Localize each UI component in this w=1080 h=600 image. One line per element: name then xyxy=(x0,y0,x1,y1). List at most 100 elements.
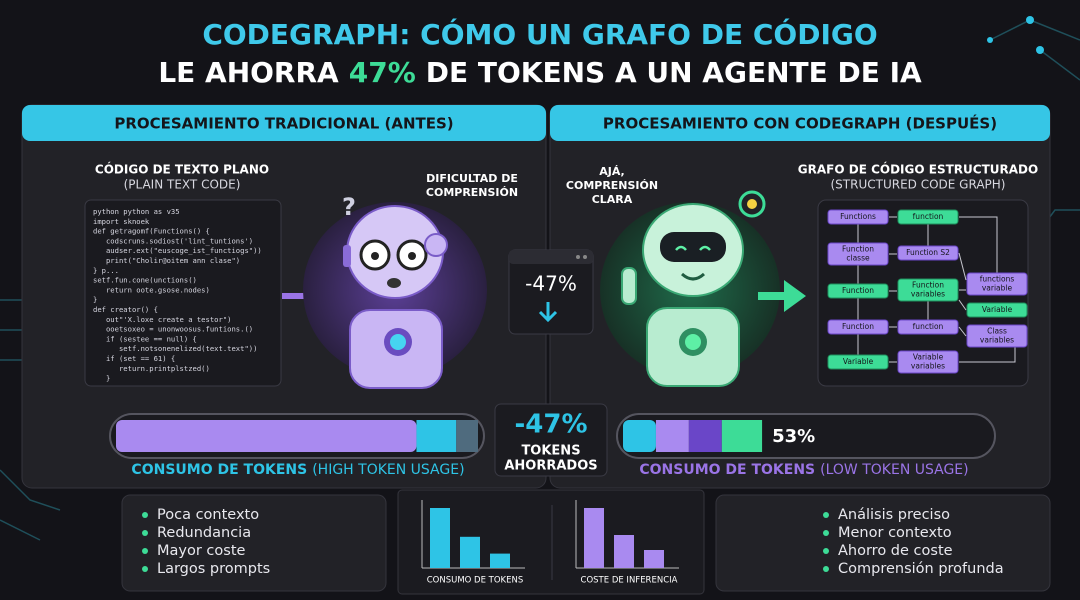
code-line: print("Cholir@oitem ann clase") xyxy=(93,256,240,265)
before-bullets-box xyxy=(121,494,387,592)
code-subtitle: (PLAIN TEXT CODE) xyxy=(124,178,241,192)
graph-node xyxy=(827,354,889,370)
title-line1: CODEGRAPH: CÓMO UN GRAFO DE CÓDIGO xyxy=(202,17,877,51)
bullet-text: Ahorro de coste xyxy=(838,543,953,559)
token-label: CONSUMO DE TOKENS xyxy=(639,462,815,478)
graph-node-label: Variable xyxy=(913,353,944,362)
bullet-text: Mayor coste xyxy=(157,543,246,559)
bullet-dot xyxy=(142,530,148,536)
thought-text: AJÁ, xyxy=(599,165,625,178)
code-line: } xyxy=(93,295,97,304)
after-bullets-box xyxy=(715,494,1051,592)
bullet-dot xyxy=(823,566,829,572)
before-header-bar xyxy=(22,105,546,141)
confused-robot xyxy=(343,205,448,389)
window-dot xyxy=(583,255,587,259)
graph-node-label: function xyxy=(913,212,944,221)
graph-node xyxy=(827,242,889,266)
graph-node xyxy=(827,319,889,335)
graph-node-label: variable xyxy=(982,284,1013,293)
graph-node-label: Function S2 xyxy=(906,248,950,257)
code-line: setf.notsonenelized(text.text")) xyxy=(93,344,257,353)
graph-node-label: Functions xyxy=(840,212,876,221)
code-line: out"'X.loxe create a testor") xyxy=(93,315,231,324)
after-token-label: CONSUMO DE TOKENS (LOW TOKEN USAGE) xyxy=(639,462,968,478)
graph-title: GRAFO DE CÓDIGO ESTRUCTURADO xyxy=(798,162,1038,177)
token-segment xyxy=(655,420,689,452)
happy-robot xyxy=(621,203,744,387)
code-line: setf.fun.cone(unctions() xyxy=(93,276,197,285)
bulb-icon xyxy=(747,199,757,209)
bullet-dot xyxy=(142,512,148,518)
reduction-text: -47% xyxy=(525,272,577,296)
token-segment xyxy=(416,420,457,452)
after-header-bar xyxy=(550,105,1050,141)
saved-label: TOKENS xyxy=(521,444,580,459)
window-bar xyxy=(509,250,593,264)
saved-label: AHORRADOS xyxy=(504,459,597,474)
code-line: if (set == 61) { xyxy=(93,354,175,363)
thought-text: CLARA xyxy=(592,193,633,206)
mini-bar xyxy=(614,535,634,568)
bullet-dot xyxy=(142,566,148,572)
code-line: } xyxy=(93,374,110,383)
graph-node xyxy=(966,324,1028,348)
code-line: python python as v35 xyxy=(93,207,180,216)
code-line: } p... xyxy=(93,266,119,275)
graph-node xyxy=(966,272,1028,296)
percent-label: 53% xyxy=(772,426,815,447)
graph-node-label: functions xyxy=(980,275,1015,284)
token-label: CONSUMO DE TOKENS xyxy=(131,462,307,478)
graph-node xyxy=(897,350,959,374)
code-line: if (sestee == null) { xyxy=(93,334,197,343)
graph-node-label: Function xyxy=(912,281,944,290)
thought-text: DIFICULTAD DE xyxy=(426,172,518,185)
mini-bar xyxy=(460,536,480,568)
graph-subtitle: (STRUCTURED CODE GRAPH) xyxy=(831,178,1006,192)
mini-chart-label: COSTE DE INFERENCIA xyxy=(581,576,678,586)
graph-node xyxy=(897,278,959,302)
graph-node-label: Variable xyxy=(982,305,1013,314)
graph-node xyxy=(897,245,959,261)
graph-node xyxy=(827,209,889,225)
code-line: audser.ext("euscoge_ist_functiogs")) xyxy=(93,246,262,255)
bullet-text: Redundancia xyxy=(157,525,251,541)
down-arrow xyxy=(538,302,558,323)
bullet-text: Menor contexto xyxy=(838,525,952,541)
saved-box xyxy=(494,403,608,477)
graph-node-label: function xyxy=(913,322,944,331)
bullet-dot xyxy=(823,530,829,536)
title-part: LE AHORRA xyxy=(158,56,339,89)
graph-node-label: Variable xyxy=(843,357,874,366)
thought-text: COMPRENSIÓN xyxy=(566,179,658,192)
graph-node-label: Class xyxy=(987,327,1007,336)
mini-bar xyxy=(584,508,604,568)
arrow xyxy=(758,280,806,312)
bullet-text: Largos prompts xyxy=(157,561,270,577)
code-line: codscruns.sodiost('lint_tuntions') xyxy=(93,236,253,245)
bullet-text: Análisis preciso xyxy=(838,507,950,523)
graph-node-label: Function xyxy=(842,245,874,254)
token-note: (LOW TOKEN USAGE) xyxy=(820,462,968,478)
bullet-dot xyxy=(823,548,829,554)
graph-node-label: variables xyxy=(911,362,945,371)
graph-node xyxy=(827,283,889,299)
title-line2: LE AHORRA 47% DE TOKENS A UN AGENTE DE IA xyxy=(158,56,922,89)
code-line: return oote.gsose.nodes) xyxy=(93,285,210,294)
token-note: (HIGH TOKEN USAGE) xyxy=(312,462,464,478)
graph-node xyxy=(897,209,959,225)
question-mark: ? xyxy=(342,193,356,221)
code-box xyxy=(84,199,282,387)
title-highlight: 47% xyxy=(349,56,416,89)
mini-chart-label: CONSUMO DE TOKENS xyxy=(427,576,524,586)
token-segment xyxy=(623,420,656,452)
before-token-label: CONSUMO DE TOKENS (HIGH TOKEN USAGE) xyxy=(131,462,464,478)
mini-bar xyxy=(490,553,510,568)
after-header: PROCESAMIENTO CON CODEGRAPH (DESPUÉS) xyxy=(603,114,997,133)
window-dot xyxy=(576,255,580,259)
graph-node-label: classe xyxy=(846,254,870,263)
token-segment xyxy=(721,420,763,452)
graph-node xyxy=(966,302,1028,318)
token-segment xyxy=(688,420,722,452)
